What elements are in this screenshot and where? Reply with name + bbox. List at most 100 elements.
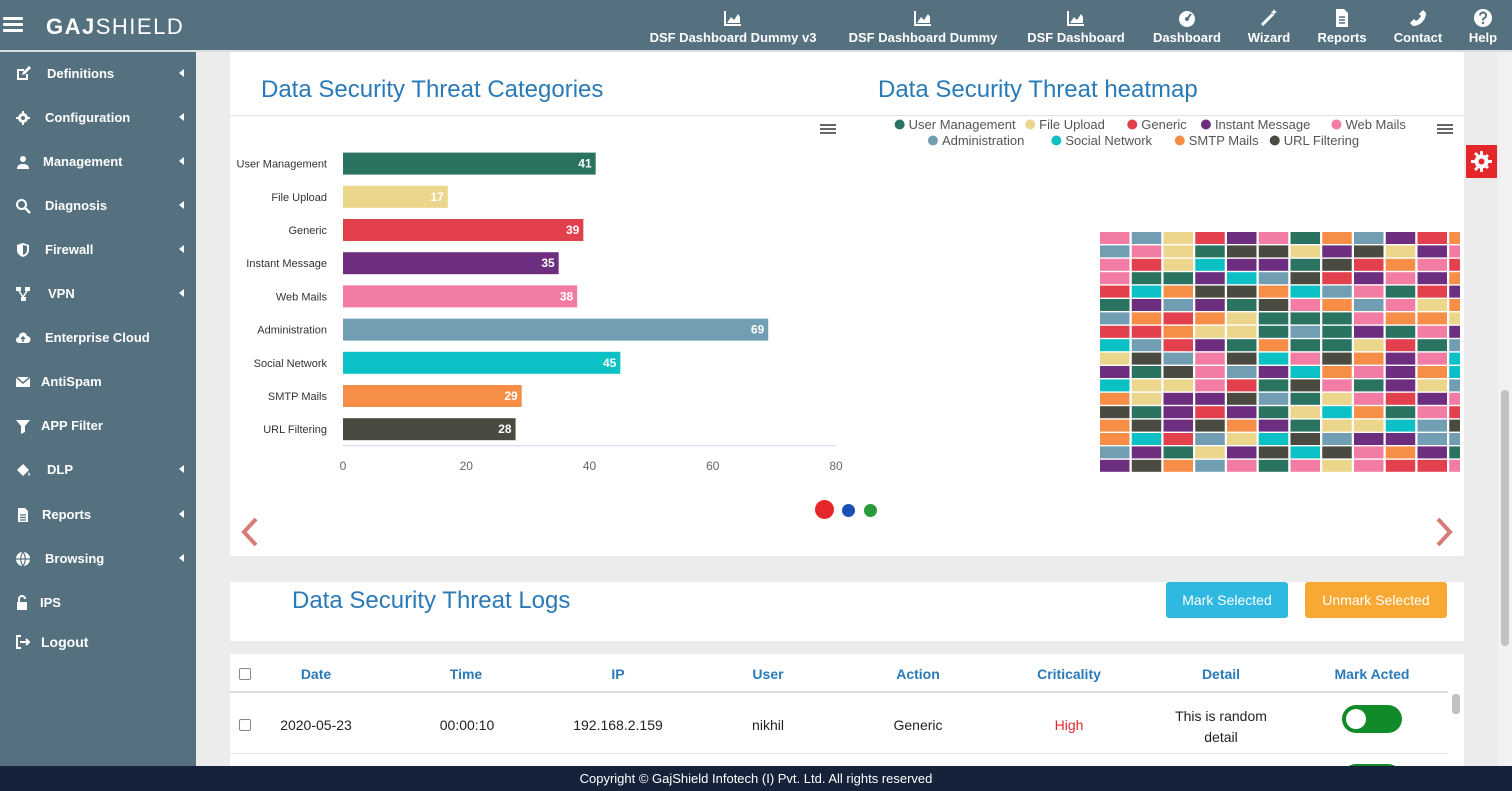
column-header-ip[interactable]: IP <box>611 666 625 682</box>
legend-marker <box>894 119 905 130</box>
column-header-mark-acted[interactable]: Mark Acted <box>1334 666 1410 682</box>
chart-menu-icon[interactable] <box>1437 122 1453 134</box>
sidebar-item-management[interactable]: Management <box>0 142 196 182</box>
caret-left-icon <box>179 554 184 562</box>
column-header-user[interactable]: User <box>752 666 784 682</box>
chart-menu-icon[interactable] <box>820 122 836 134</box>
bar-value-label: 45 <box>603 356 617 370</box>
legend-marker <box>1269 135 1280 146</box>
heatmap-cell <box>1131 272 1162 285</box>
column-header-criticality[interactable]: Criticality <box>1037 666 1101 682</box>
heatmap-cell <box>1322 299 1352 311</box>
sidebar-item-firewall[interactable]: Firewall <box>0 230 196 270</box>
cloud-upload-icon <box>16 332 31 343</box>
heatmap-cell <box>1354 352 1384 365</box>
caret-left-icon <box>179 69 184 77</box>
heatmap-cell <box>1100 433 1130 445</box>
sidebar-item-vpn[interactable]: VPN <box>0 274 196 314</box>
bar-value-label: 41 <box>578 157 592 171</box>
heatmap-cell <box>1258 419 1289 432</box>
heatmap-cell <box>1449 312 1460 325</box>
nav-dashboard[interactable]: Dashboard <box>1150 8 1224 48</box>
legend-marker <box>1127 119 1138 130</box>
column-header-time[interactable]: Time <box>449 666 483 682</box>
page-scrollbar-thumb[interactable] <box>1501 390 1509 646</box>
bar <box>343 152 596 175</box>
nav-dsf-dashboard-dummy-v3[interactable]: DSF Dashboard Dummy v3 <box>645 8 821 48</box>
heatmap-cell <box>1322 325 1352 338</box>
nav-contact[interactable]: Contact <box>1390 8 1446 48</box>
heatmap-cell <box>1131 446 1162 459</box>
hamburger-menu-icon[interactable] <box>3 14 23 36</box>
settings-gear-icon[interactable] <box>1466 145 1497 178</box>
heatmap-cell <box>1227 352 1257 365</box>
carousel-dot-1[interactable] <box>815 500 834 519</box>
nav-help[interactable]: Help <box>1466 8 1500 48</box>
unmark-selected-button[interactable]: Unmark Selected <box>1305 582 1447 618</box>
row-checkbox[interactable] <box>239 719 251 731</box>
gajshield-logo[interactable]: GAJSHIELD <box>46 14 185 39</box>
heatmap-cell <box>1258 433 1289 445</box>
mark-acted-toggle[interactable] <box>1342 764 1402 766</box>
sidebar-item-enterprise-cloud[interactable]: Enterprise Cloud <box>0 318 196 358</box>
carousel-dot-2[interactable] <box>842 504 855 517</box>
sidebar-item-ips[interactable]: IPS <box>0 583 196 623</box>
document-icon <box>1336 9 1348 27</box>
heatmap-cell <box>1195 285 1225 298</box>
heatmap-cell <box>1385 406 1416 419</box>
page-scrollbar[interactable] <box>1498 52 1512 766</box>
heatmap-cell <box>1163 379 1193 392</box>
sidebar-item-definitions[interactable]: Definitions <box>0 54 196 94</box>
caret-left-icon <box>179 201 184 209</box>
carousel-dot-3[interactable] <box>864 504 877 517</box>
column-header-action[interactable]: Action <box>896 666 940 682</box>
heatmap-cell <box>1449 272 1460 285</box>
heatmap-cell <box>1385 339 1416 352</box>
heatmap-cell <box>1131 379 1162 392</box>
heatmap-cell <box>1227 392 1257 405</box>
heatmap-cell <box>1100 312 1130 325</box>
chevron-left-icon[interactable] <box>238 515 264 549</box>
heatmap-cell <box>1354 272 1384 285</box>
table-scrollbar-thumb[interactable] <box>1452 694 1460 714</box>
nav-dsf-dashboard-dummy[interactable]: DSF Dashboard Dummy <box>844 8 1002 48</box>
nav-wizard[interactable]: Wizard <box>1245 8 1293 48</box>
bar <box>343 318 769 341</box>
mark-acted-toggle[interactable] <box>1342 705 1402 733</box>
sidebar-item-browsing[interactable]: Browsing <box>0 539 196 579</box>
heatmap-cell <box>1131 325 1162 338</box>
heatmap-cell <box>1417 392 1447 405</box>
column-header-date[interactable]: Date <box>300 666 332 682</box>
legend-label: Generic <box>1141 117 1187 132</box>
sidebar-item-label: APP Filter <box>41 418 103 433</box>
caret-left-icon <box>179 465 184 473</box>
heatmap-cell <box>1417 446 1447 459</box>
sidebar-item-diagnosis[interactable]: Diagnosis <box>0 186 196 226</box>
sidebar-item-label: AntiSpam <box>41 374 102 389</box>
sidebar-item-reports[interactable]: Reports <box>0 495 196 535</box>
heatmap-cell <box>1417 258 1447 271</box>
heatmap-cell <box>1449 325 1460 338</box>
search-icon <box>16 199 31 214</box>
sidebar-item-dlp[interactable]: DLP <box>0 450 196 490</box>
nav-label: Wizard <box>1247 30 1291 45</box>
column-header-detail[interactable]: Detail <box>1201 666 1241 682</box>
nav-dsf-dashboard[interactable]: DSF Dashboard <box>1024 8 1128 48</box>
heatmap-cell <box>1290 312 1320 325</box>
heatmap-cell <box>1163 406 1193 419</box>
heatmap-cell <box>1100 419 1130 432</box>
mark-selected-button[interactable]: Mark Selected <box>1166 582 1288 618</box>
select-all-checkbox[interactable] <box>239 668 251 680</box>
sidebar-item-app-filter[interactable]: APP Filter <box>0 406 196 446</box>
chevron-right-icon[interactable] <box>1430 515 1456 549</box>
sidebar-item-logout[interactable]: Logout <box>0 622 196 662</box>
unlock-icon <box>17 595 27 610</box>
sidebar-item-antispam[interactable]: AntiSpam <box>0 362 196 402</box>
legend-label: Web Mails <box>1345 117 1406 132</box>
heatmap-cell <box>1449 352 1460 365</box>
nav-reports[interactable]: Reports <box>1314 8 1370 48</box>
heatmap-cell <box>1195 433 1225 445</box>
bar <box>343 219 584 241</box>
heatmap-cell <box>1290 245 1320 258</box>
sidebar-item-configuration[interactable]: Configuration <box>0 98 196 138</box>
